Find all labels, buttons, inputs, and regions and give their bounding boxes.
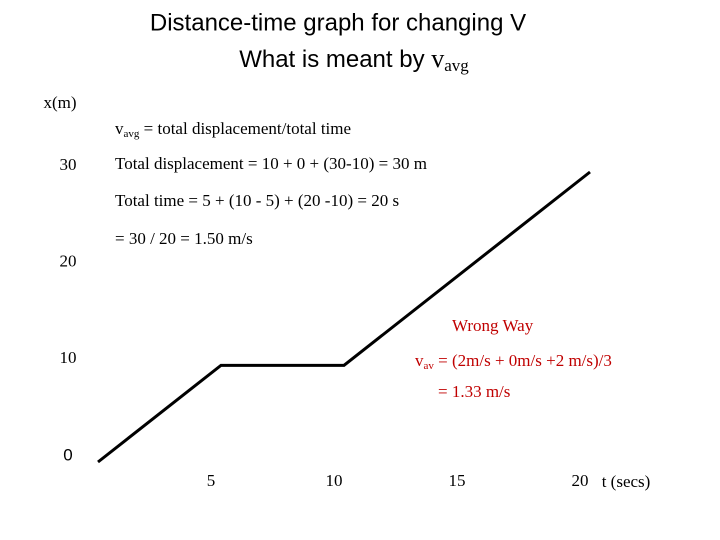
subtitle-text: What is meant by: [239, 46, 431, 73]
chart-title: Distance-time graph for changing V: [150, 9, 526, 36]
chart-subtitle: What is meant by vavg: [239, 44, 469, 75]
x-axis-label: t (secs): [602, 472, 651, 491]
annotation-sub: av: [424, 360, 435, 372]
annotation-rest: = total displacement/total time: [139, 119, 351, 138]
x-tick-label: 5: [207, 471, 216, 490]
y-tick-label: 30: [60, 155, 77, 174]
annotation: vavg = total displacement/total time: [115, 119, 351, 140]
subtitle-sub: avg: [444, 56, 469, 75]
x-tick-label: 20: [572, 471, 589, 490]
annotation: = 30 / 20 = 1.50 m/s: [115, 229, 253, 248]
subtitle-symbol: v: [431, 44, 444, 73]
annotation-text: Total displacement = 10 + 0 + (30-10) = …: [115, 154, 427, 173]
annotation-text: = 30 / 20 = 1.50 m/s: [115, 229, 253, 248]
x-tick-label: 10: [326, 471, 343, 490]
annotation-text: Total time = 5 + (10 - 5) + (20 -10) = 2…: [115, 191, 399, 210]
annotation: Total displacement = 10 + 0 + (30-10) = …: [115, 154, 427, 173]
annotation: vav = (2m/s + 0m/s +2 m/s)/3: [415, 351, 612, 372]
y-tick-label: 20: [60, 252, 77, 271]
annotation-text: Wrong Way: [452, 316, 534, 335]
annotation-text: = 1.33 m/s: [438, 382, 510, 401]
annotation-sub: avg: [124, 128, 140, 140]
annotation-rest: = (2m/s + 0m/s +2 m/s)/3: [434, 351, 612, 370]
annotation-text: v: [115, 119, 124, 138]
y-tick-label: 10: [60, 348, 77, 367]
data-line: [97, 170, 591, 464]
x-tick-label: 15: [449, 471, 466, 490]
annotation: = 1.33 m/s: [438, 382, 510, 401]
annotation-text: v: [415, 351, 424, 370]
annotation: Total time = 5 + (10 - 5) + (20 -10) = 2…: [115, 191, 399, 210]
y-axis-label: x(m): [43, 93, 76, 112]
y-tick-label: 0: [63, 445, 72, 464]
annotation: Wrong Way: [452, 316, 534, 335]
